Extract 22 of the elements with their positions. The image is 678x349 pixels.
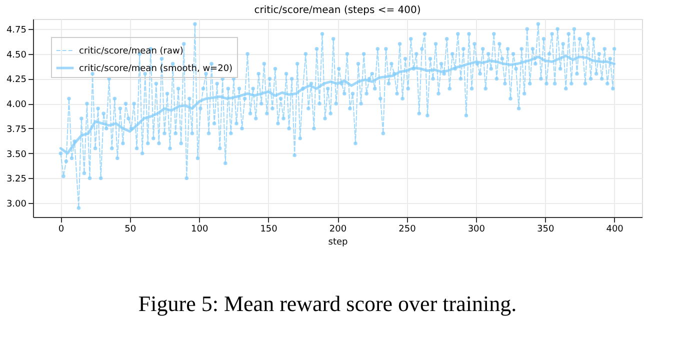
x-tick-label: 100 (190, 224, 208, 234)
x-tick-label: 400 (606, 224, 624, 234)
chart-title: critic/score/mean (steps <= 400) (254, 5, 421, 16)
x-tick-label: 200 (329, 224, 347, 234)
y-tick-label: 3.50 (6, 150, 27, 160)
legend-label: critic/score/mean (raw) (79, 46, 184, 56)
x-tick-label: 0 (58, 224, 64, 234)
y-tick-label: 3.25 (6, 174, 26, 185)
legend-label: critic/score/mean (smooth, w=20) (79, 64, 233, 74)
x-tick-label: 50 (124, 224, 136, 234)
caption: Figure 5: Mean reward score over training. (138, 291, 517, 316)
x-axis-title: step (328, 238, 348, 248)
x-tick-label: 300 (468, 224, 486, 234)
y-tick-label: 4.00 (6, 100, 27, 110)
y-tick-label: 4.50 (6, 50, 27, 60)
x-tick-label: 250 (398, 224, 416, 234)
y-tick-label: 4.25 (6, 75, 26, 86)
x-tick-label: 150 (260, 224, 278, 234)
x-tick-label: 350 (537, 224, 554, 234)
y-tick-label: 3.00 (6, 200, 27, 210)
y-tick-label: 4.75 (6, 25, 26, 36)
y-tick-label: 3.75 (6, 124, 26, 135)
